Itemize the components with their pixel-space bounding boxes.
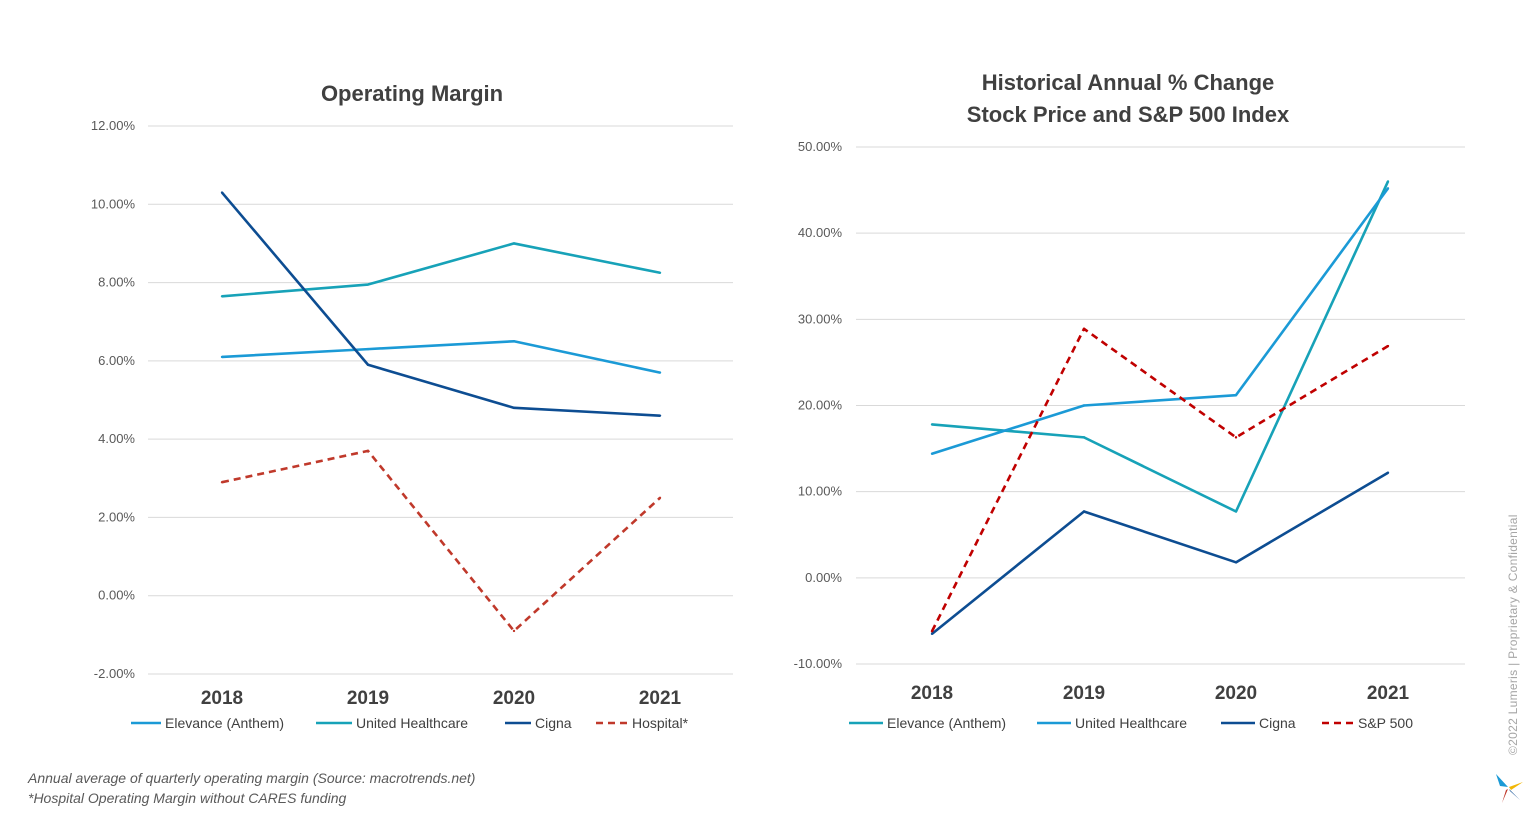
x-tick-label: 2020 <box>493 688 535 709</box>
legend-label-elevance-anthem: Elevance (Anthem) <box>165 715 284 731</box>
confidential-sidebar-text: ©2022 Lumeris | Proprietary & Confidenti… <box>1506 514 1520 755</box>
y-tick-label: 0.00% <box>98 588 135 603</box>
data-point-hospital <box>366 449 370 453</box>
x-tick-label: 2019 <box>347 688 389 709</box>
x-tick-label: 2019 <box>1063 683 1105 704</box>
data-point-united-healthcare <box>220 295 224 298</box>
data-point-elevance-anthem <box>658 371 662 374</box>
data-point-s-p-500 <box>1082 327 1086 331</box>
data-point-cigna <box>1386 471 1390 474</box>
series-line-elevance-anthem <box>221 339 661 374</box>
lumeris-logo-icon <box>1496 774 1523 803</box>
y-tick-label: 20.00% <box>798 398 843 413</box>
data-point-hospital <box>220 481 224 484</box>
data-point-elevance-anthem <box>1234 510 1238 513</box>
y-tick-label: 8.00% <box>98 275 135 290</box>
y-tick-label: 30.00% <box>798 311 843 326</box>
data-point-cigna <box>1234 561 1238 564</box>
data-point-elevance-anthem <box>512 340 516 343</box>
x-tick-label: 2021 <box>639 688 682 709</box>
data-point-united-healthcare <box>1082 404 1086 407</box>
data-point-s-p-500 <box>1234 436 1238 439</box>
data-point-elevance-anthem <box>366 347 370 351</box>
y-tick-label: 40.00% <box>798 225 843 240</box>
x-tick-label: 2020 <box>1215 683 1257 704</box>
data-point-cigna <box>220 191 224 194</box>
legend-label-s-p-500: S&P 500 <box>1358 715 1413 731</box>
data-point-hospital <box>658 496 662 500</box>
chart-1: Operating Margin -2.00% 0.00% 2.00% 4.00% 6.0… <box>91 81 733 731</box>
data-point-elevance-anthem <box>1082 436 1086 439</box>
series-line-s-p-500 <box>930 327 1389 632</box>
data-point-cigna <box>366 363 370 366</box>
data-point-elevance-anthem <box>930 423 934 426</box>
series-line-cigna <box>931 471 1389 635</box>
x-tick-label: 2018 <box>201 688 243 709</box>
data-point-hospital <box>512 629 516 633</box>
y-tick-label: -10.00% <box>794 656 843 671</box>
y-tick-label: 50.00% <box>798 139 843 154</box>
data-point-united-healthcare <box>512 242 516 245</box>
y-tick-label: -2.00% <box>94 666 136 681</box>
data-point-s-p-500 <box>930 630 934 633</box>
data-point-united-healthcare <box>658 271 662 274</box>
y-tick-label: 4.00% <box>98 431 135 446</box>
data-point-cigna <box>512 406 516 410</box>
series-line-cigna <box>221 191 661 417</box>
y-tick-label: 0.00% <box>805 570 842 585</box>
series-line-hospital <box>221 449 661 633</box>
y-tick-label: 6.00% <box>98 353 135 368</box>
legend-label-united-healthcare: United Healthcare <box>1075 715 1187 731</box>
y-tick-label: 10.00% <box>91 196 136 211</box>
data-point-cigna <box>930 632 934 636</box>
y-tick-label: 10.00% <box>798 484 843 499</box>
data-point-cigna <box>658 414 662 417</box>
y-tick-label: 12.00% <box>91 118 136 133</box>
chart-2: Historical Annual % Change Stock Price an… <box>794 70 1465 731</box>
chart-title-line: Operating Margin <box>321 81 503 106</box>
legend-label-cigna: Cigna <box>1259 715 1296 731</box>
data-point-united-healthcare <box>366 283 370 286</box>
data-point-elevance-anthem <box>220 355 224 359</box>
y-tick-label: 2.00% <box>98 509 135 524</box>
legend-label-elevance-anthem: Elevance (Anthem) <box>887 715 1006 731</box>
data-point-cigna <box>1082 510 1086 513</box>
legend-label-united-healthcare: United Healthcare <box>356 715 468 731</box>
legend-label-cigna: Cigna <box>535 715 572 731</box>
data-point-elevance-anthem <box>1386 180 1390 183</box>
x-tick-label: 2018 <box>911 683 953 704</box>
series-line-united-healthcare <box>221 242 661 298</box>
data-point-united-healthcare <box>1386 187 1390 190</box>
data-point-united-healthcare <box>1234 393 1238 397</box>
chart-title-line: Historical Annual % Change <box>982 70 1275 95</box>
x-tick-label: 2021 <box>1367 683 1410 704</box>
series-line-elevance-anthem <box>931 180 1390 513</box>
data-point-s-p-500 <box>1386 344 1390 348</box>
footnote-source: Annual average of quarterly operating ma… <box>28 770 476 786</box>
series-line-united-healthcare <box>931 187 1390 455</box>
legend-label-hospital: Hospital* <box>632 715 689 731</box>
data-point-united-healthcare <box>930 452 934 455</box>
footnote-hospital: *Hospital Operating Margin without CARES… <box>28 790 347 806</box>
chart-title-line: Stock Price and S&P 500 Index <box>967 102 1290 127</box>
